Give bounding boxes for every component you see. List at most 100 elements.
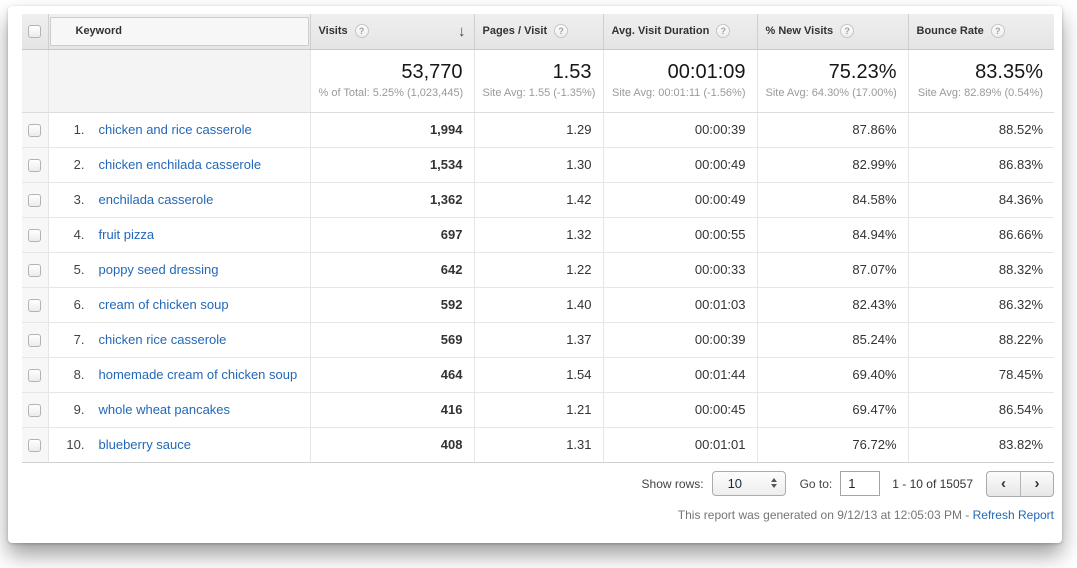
pages-per-visit-value: 1.21 — [473, 392, 603, 428]
visits-value: 592 — [309, 287, 474, 323]
sort-desc-icon[interactable]: ↓ — [458, 22, 466, 40]
table-row: 10. blueberry sauce 408 1.31 00:01:01 76… — [22, 427, 1054, 463]
avg-visit-duration-value: 00:00:45 — [602, 392, 757, 428]
keyword-link[interactable]: fruit pizza — [98, 227, 155, 242]
bounce-rate-value: 83.82% — [907, 427, 1054, 463]
pagination-controls: Show rows: 10 Go to: 1 - 10 of 15057 ‹ › — [22, 470, 1054, 497]
pages-per-visit-value: 1.29 — [473, 112, 603, 148]
visits-header-label: Visits — [318, 25, 348, 38]
keyword-link[interactable]: chicken enchilada casserole — [98, 157, 262, 172]
row-checkbox[interactable] — [28, 229, 42, 243]
help-icon[interactable]: ? — [840, 24, 855, 39]
pages-per-visit-value: 1.31 — [473, 427, 603, 463]
pages-per-visit-value: 1.30 — [473, 147, 603, 183]
help-icon[interactable]: ? — [554, 24, 569, 39]
help-icon[interactable]: ? — [354, 24, 369, 39]
avg-visit-duration-value: 00:01:03 — [602, 287, 757, 323]
row-checkbox[interactable] — [28, 404, 42, 418]
show-rows-value: 10 — [727, 476, 743, 491]
summary-visits-value: 53,770 — [401, 61, 463, 83]
column-header-bounce-rate[interactable]: Bounce Rate ? — [907, 14, 1054, 50]
column-header-visits[interactable]: Visits ? ↓ — [309, 14, 474, 50]
summary-bounce-subtext: Site Avg: 82.89% (0.54%) — [917, 87, 1043, 99]
summary-avg-visit-duration: 00:01:09 Site Avg: 00:01:11 (-1.56%) — [602, 49, 757, 113]
table-row: 3. enchilada casserole 1,362 1.42 00:00:… — [22, 182, 1054, 218]
pages-header-label: Pages / Visit — [482, 25, 548, 38]
new-visits-value: 87.86% — [756, 112, 908, 148]
row-checkbox[interactable] — [28, 124, 42, 138]
visits-value: 642 — [309, 252, 474, 288]
rank-label: 3. — [73, 192, 85, 207]
bounce-rate-value: 86.66% — [907, 217, 1054, 253]
rank-label: 1. — [73, 122, 85, 137]
avg-visit-duration-value: 00:00:49 — [602, 147, 757, 183]
row-checkbox[interactable] — [28, 299, 42, 313]
keyword-link[interactable]: enchilada casserole — [98, 192, 214, 207]
row-checkbox[interactable] — [28, 439, 42, 453]
refresh-report-link[interactable]: Refresh Report — [972, 507, 1054, 522]
keyword-link[interactable]: blueberry sauce — [98, 437, 192, 452]
avg-visit-duration-value: 00:00:49 — [602, 182, 757, 218]
table-row: 6. cream of chicken soup 592 1.40 00:01:… — [22, 287, 1054, 323]
keyword-link[interactable]: poppy seed dressing — [98, 262, 219, 277]
show-rows-select[interactable]: 10 — [711, 471, 786, 496]
rank-label: 5. — [73, 262, 85, 277]
keyword-link[interactable]: chicken and rice casserole — [98, 122, 252, 137]
rank-label: 8. — [73, 367, 85, 382]
keyword-link[interactable]: cream of chicken soup — [98, 297, 229, 312]
keyword-link[interactable]: chicken rice casserole — [98, 332, 227, 347]
column-header-avg-visit-duration[interactable]: Avg. Visit Duration ? — [602, 14, 757, 50]
prev-page-button[interactable]: ‹ — [987, 472, 1020, 496]
column-header-new-visits[interactable]: % New Visits ? — [756, 14, 908, 50]
report-generated-text: This report was generated on 9/12/13 at … — [677, 507, 973, 522]
rank-label: 9. — [73, 402, 85, 417]
help-icon[interactable]: ? — [990, 24, 1005, 39]
pager-button-group: ‹ › — [986, 470, 1054, 497]
row-checkbox[interactable] — [28, 334, 42, 348]
avg-visit-duration-value: 00:00:55 — [602, 217, 757, 253]
keyword-link[interactable]: whole wheat pancakes — [98, 402, 231, 417]
avg-visit-duration-value: 00:01:44 — [602, 357, 757, 393]
select-all-checkbox[interactable] — [28, 24, 42, 38]
visits-value: 416 — [309, 392, 474, 428]
bounce-rate-value: 84.36% — [907, 182, 1054, 218]
new-visits-value: 82.99% — [756, 147, 908, 183]
summary-pages-subtext: Site Avg: 1.55 (-1.35%) — [482, 87, 596, 99]
bounce-rate-value: 88.32% — [907, 252, 1054, 288]
next-page-button[interactable]: › — [1020, 471, 1053, 496]
new-visits-value: 84.58% — [756, 182, 908, 218]
keyword-link[interactable]: homemade cream of chicken soup — [98, 367, 298, 382]
bounce-rate-value: 86.32% — [907, 287, 1054, 323]
help-icon[interactable]: ? — [716, 24, 731, 39]
chevron-left-icon: ‹ — [1001, 475, 1006, 492]
summary-bounce-rate: 83.35% Site Avg: 82.89% (0.54%) — [907, 49, 1054, 113]
bounce-header-label: Bounce Rate — [916, 25, 984, 38]
goto-page-input[interactable] — [840, 471, 881, 496]
row-checkbox[interactable] — [28, 369, 42, 383]
new-visits-value: 85.24% — [756, 322, 908, 358]
column-header-pages-per-visit[interactable]: Pages / Visit ? — [473, 14, 603, 50]
column-header-keyword[interactable]: Keyword — [47, 14, 310, 50]
table-header-row: Keyword Visits ? ↓ Pages / Visit ? — [22, 14, 1054, 50]
new-visits-value: 69.47% — [756, 392, 908, 428]
visits-value: 697 — [309, 217, 474, 253]
visits-value: 1,534 — [309, 147, 474, 183]
show-rows-label: Show rows: — [641, 476, 704, 491]
bounce-rate-value: 88.22% — [907, 322, 1054, 358]
summary-pages-per-visit: 1.53 Site Avg: 1.55 (-1.35%) — [473, 49, 603, 113]
summary-pages-value: 1.53 — [552, 61, 592, 83]
chevron-right-icon: › — [1034, 475, 1040, 492]
row-checkbox[interactable] — [28, 264, 42, 278]
row-checkbox[interactable] — [28, 159, 42, 173]
summary-new-visits-subtext: Site Avg: 64.30% (17.00%) — [765, 87, 897, 99]
row-checkbox[interactable] — [28, 194, 42, 208]
table-row: 1. chicken and rice casserole 1,994 1.29… — [22, 112, 1054, 148]
rank-label: 10. — [66, 437, 85, 452]
visits-value: 464 — [309, 357, 474, 393]
summary-bounce-value: 83.35% — [975, 61, 1043, 83]
pages-per-visit-value: 1.40 — [473, 287, 603, 323]
keywords-table: Keyword Visits ? ↓ Pages / Visit ? — [22, 14, 1054, 463]
visits-value: 1,362 — [309, 182, 474, 218]
summary-new-visits: 75.23% Site Avg: 64.30% (17.00%) — [756, 49, 908, 113]
pages-per-visit-value: 1.54 — [473, 357, 603, 393]
